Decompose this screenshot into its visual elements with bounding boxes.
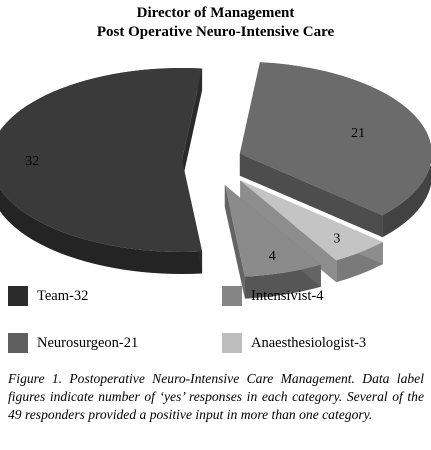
legend-swatch-neurosurgeon: [8, 333, 28, 353]
pie-slice-face-anaesthesiologist-1: [240, 180, 337, 283]
pie-chart: 21 32 3 4: [0, 62, 431, 299]
legend-label-team: Team-32: [37, 287, 89, 304]
pie-slice-top-neurosurgeon: [239, 62, 431, 216]
legend-item-neurosurgeon: Neurosurgeon-21: [8, 332, 138, 354]
legend-swatch-team: [8, 286, 28, 306]
chart-subtitle: Post Operative Neuro-Intensive Care: [96, 24, 335, 40]
data-label-team: 32: [25, 154, 39, 169]
figure-caption: Figure 1. Postoperative Neuro-Intensive …: [8, 371, 424, 423]
pie-slice-side-intensivist: [244, 264, 321, 299]
pie-slice-neurosurgeon: 21: [239, 62, 431, 238]
legend-swatch-anaesthesiologist: [222, 333, 242, 353]
legend-item-team: Team-32: [8, 285, 88, 307]
pie-slice-team: 32: [0, 68, 203, 274]
pie-slice-intensivist: 4: [224, 185, 321, 299]
pie-slice-top-team: [0, 68, 203, 252]
pie-slice-face-intensivist-1: [224, 185, 245, 299]
pie-slice-top-intensivist: [224, 185, 321, 277]
legend-item-intensivist: Intensivist-4: [222, 285, 324, 307]
data-label-intensivist: 4: [269, 249, 276, 264]
legend-item-anaesthesiologist: Anaesthesiologist-3: [222, 332, 366, 354]
data-label-neurosurgeon: 21: [351, 126, 365, 141]
chart-title: Director of Management: [136, 5, 295, 21]
legend-label-intensivist: Intensivist-4: [251, 287, 324, 304]
pie-slice-face-neurosurgeon-1: [239, 153, 383, 238]
data-label-anaesthesiologist: 3: [333, 232, 340, 247]
pie-slice-anaesthesiologist: 3: [240, 180, 383, 283]
legend-swatch-intensivist: [222, 286, 242, 306]
pie-slice-face-team-1: [182, 68, 203, 182]
legend-label-neurosurgeon: Neurosurgeon-21: [37, 334, 139, 351]
legend-label-anaesthesiologist: Anaesthesiologist-3: [251, 334, 367, 351]
pie-slice-top-anaesthesiologist: [240, 180, 383, 261]
